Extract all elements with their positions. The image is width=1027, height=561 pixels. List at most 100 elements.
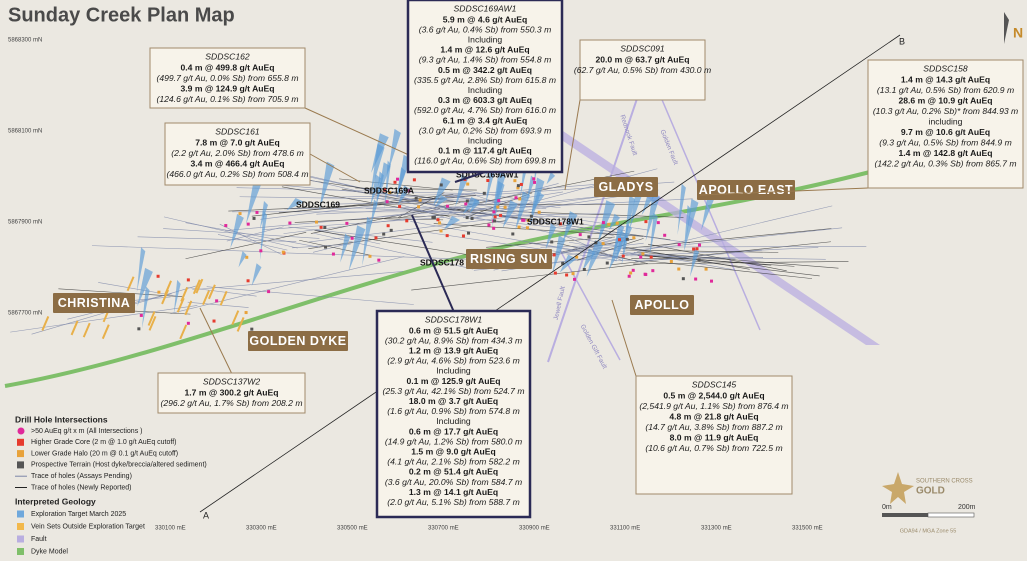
projection-label: GDA94 / MGA Zone 55 [900, 528, 957, 534]
intersection-mark [398, 205, 402, 209]
easting-label: 331100 mE [610, 526, 640, 532]
target-wedge [608, 213, 621, 230]
drill-trace [281, 186, 450, 217]
intersection-mark [550, 240, 554, 244]
legend-item: Trace of holes (Newly Reported) [31, 484, 132, 491]
callout-line: (3.6 g/t Au, 20.0% Sb) from 584.7 m [385, 477, 522, 487]
drill-trace [270, 184, 442, 200]
callout-line: (3.0 g/t Au, 0.2% Sb) from 693.9 m [419, 125, 551, 135]
intersection-mark [704, 267, 708, 271]
intersection-mark [575, 255, 579, 259]
target-wedge [469, 198, 480, 214]
legend-title: Drill Hole Intersections [15, 414, 108, 424]
callout-line: (30.2 g/t Au, 8.9% Sb) from 434.3 m [385, 335, 522, 345]
scale-label: 0m [882, 504, 892, 511]
drill-trace [291, 243, 351, 249]
area-label: GOLDEN DYKE [249, 334, 346, 348]
drill-trace [219, 223, 282, 255]
hole-label: SDDSC178 [420, 257, 464, 267]
callout-line: 0.5 m @ 342.2 g/t AuEq [438, 65, 532, 75]
legend-item: >50 AuEq g/t x m (All Intersections ) [31, 428, 142, 435]
intersection-mark [651, 269, 655, 273]
callout-line: 0.6 m @ 17.7 g/t AuEq [409, 426, 498, 436]
vein-set [180, 287, 189, 302]
intersection-mark [405, 219, 409, 223]
intersection-mark [215, 299, 219, 303]
intersection-mark [486, 179, 490, 183]
callout-line: (499.7 g/t Au, 0.0% Sb) from 655.8 m [156, 73, 298, 83]
drill-trace [449, 212, 648, 253]
intersection-mark [412, 178, 416, 182]
callout-box [406, 0, 564, 174]
intersection-mark [224, 224, 228, 228]
target-wedge [384, 160, 391, 210]
intersection-mark [461, 234, 465, 238]
target-wedge [434, 194, 448, 208]
drill-trace [610, 256, 763, 262]
callout-line: 8.0 m @ 11.9 g/t AuEq [670, 432, 759, 442]
northing-label: 5867700 mN [8, 311, 42, 317]
intersection-mark [578, 233, 582, 237]
intersection-mark [631, 268, 635, 272]
vein-set [82, 322, 91, 338]
intersection-mark [377, 258, 381, 262]
drill-trace [316, 206, 460, 215]
intersection-mark [601, 242, 605, 246]
vein-set [219, 290, 228, 306]
intersection-mark [319, 225, 323, 229]
easting-label: 330100 mE [155, 526, 186, 532]
drill-trace [634, 249, 763, 263]
drill-trace [308, 215, 522, 243]
callout-line: (14.7 g/t Au, 3.8% Sb) from 887.2 m [645, 422, 782, 432]
drill-trace [561, 242, 644, 254]
legend-item: Dyke Model [31, 548, 68, 555]
intersection-mark [465, 216, 469, 220]
intersection-mark [697, 258, 701, 262]
target-wedge [362, 216, 373, 266]
easting-label: 330300 mE [246, 526, 277, 532]
intersection-mark [558, 222, 562, 226]
callout-line: (62.7 g/t Au, 0.5% Sb) from 430.0 m [574, 65, 711, 75]
fault-line [659, 94, 761, 331]
target-wedge [683, 205, 692, 253]
intersection-mark [621, 254, 625, 258]
intersection-mark [245, 255, 249, 259]
intersection-mark [250, 327, 254, 331]
intersection-mark [663, 233, 667, 237]
callout-line: 1.4 m @ 12.6 g/t AuEq [440, 45, 529, 55]
intersection-mark [139, 313, 143, 317]
intersection-mark [156, 274, 160, 278]
target-wedge [645, 193, 660, 242]
legend-item: Prospective Terrain (Host dyke/breccia/a… [31, 462, 207, 469]
callout-leader [199, 307, 232, 374]
intersection-mark [594, 241, 598, 245]
callout-line: (2.0 g/t Au, 5.1% Sb) from 588.7 m [387, 497, 519, 507]
intersection-mark [656, 221, 660, 225]
intersection-mark [499, 213, 503, 217]
callout-line: Including [468, 34, 503, 44]
vein-set [208, 284, 216, 300]
callout-leader [309, 153, 361, 183]
callout-line: 6.1 m @ 3.4 g/t AuEq [443, 115, 527, 125]
easting-label: 330500 mE [337, 526, 368, 532]
intersection-mark [532, 177, 536, 181]
drill-trace [360, 206, 466, 220]
area-label-box [697, 180, 795, 200]
callout-line: 0.1 m @ 125.9 g/t AuEq [406, 376, 500, 386]
drill-trace [622, 228, 832, 250]
callout-line: (10.3 g/t Au, 0.2% Sb)* from 844.93 m [873, 106, 1018, 116]
callout-line: 28.6 m @ 10.9 g/t AuEq [898, 95, 992, 105]
callout-line: (25.3 g/t Au, 42.1% Sb) from 524.7 m [382, 386, 524, 396]
intersection-mark [677, 243, 681, 247]
target-wedge [388, 128, 401, 172]
easting-label: 330700 mE [428, 526, 459, 532]
drill-trace [137, 236, 297, 242]
callout-line: 0.6 m @ 51.5 g/t AuEq [409, 325, 498, 335]
intersection-mark [345, 221, 349, 225]
callout-line: (9.3 g/t Au, 0.5% Sb) from 844.9 m [879, 137, 1011, 147]
drill-trace [283, 208, 486, 234]
vein-set [236, 317, 245, 332]
drill-trace [313, 232, 474, 270]
intersection-mark [605, 261, 609, 265]
intersection-mark [407, 189, 411, 193]
